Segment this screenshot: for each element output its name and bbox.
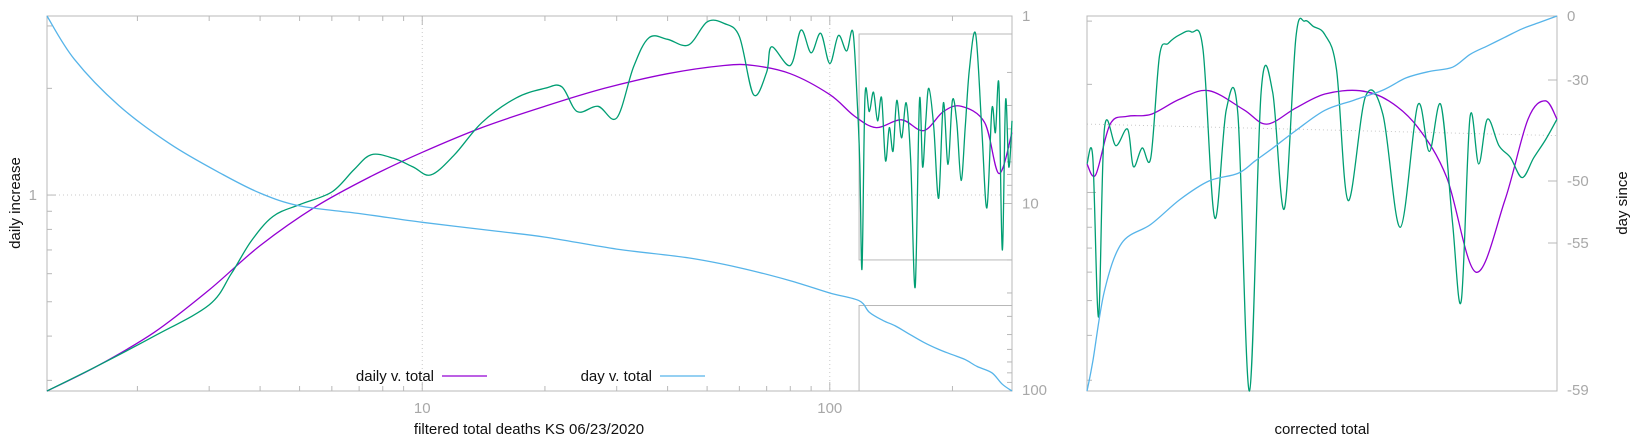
right-y2-tick-label: -55: [1567, 235, 1589, 252]
legend-label-daily: daily v. total: [356, 368, 434, 385]
left-y2-tick-label: 1: [1022, 8, 1030, 25]
right-grid: [1086, 123, 1558, 137]
left-grid: [47, 16, 1012, 391]
right-y2-axis-label: day since: [1614, 171, 1631, 234]
left-y2-tick-label: 100: [1022, 382, 1047, 399]
right-x-axis-label: corrected total: [1274, 421, 1369, 438]
right-series: [1086, 15, 1558, 392]
legend-label-day: day v. total: [581, 368, 652, 385]
left-y2-tick-label: 10: [1022, 196, 1039, 213]
right-plot-frame: [1086, 15, 1558, 392]
right-series-line-1: [1086, 17, 1558, 392]
right-y2-tick-label: 0: [1567, 8, 1575, 25]
left-x-tick-label: 10: [414, 400, 431, 417]
right-gridline: [1086, 123, 1558, 137]
left-plot-frame: [46, 15, 1013, 392]
left-series-line-0: [46, 63, 1013, 392]
left-series: [46, 15, 1013, 392]
right-ticks: 0 -30 -50 -55 -59: [1087, 8, 1589, 399]
right-y2-tick-label: -30: [1567, 72, 1589, 89]
inset-box-lower: [858, 305, 1013, 392]
left-series-line-1: [46, 19, 1013, 392]
legend: daily v. total day v. total: [356, 368, 705, 385]
right-series-line-0: [1086, 89, 1558, 273]
left-y-axis-label: daily increase: [7, 157, 24, 249]
right-y2-tick-label: -50: [1567, 173, 1589, 190]
left-y-tick-label: 1: [29, 187, 37, 204]
left-series-line-2: [46, 15, 1013, 392]
right-series-line-2: [1086, 15, 1558, 392]
left-x-axis-label: filtered total deaths KS 06/23/2020: [414, 421, 644, 438]
right-y2-tick-label: -59: [1567, 382, 1589, 399]
left-x-tick-label: 100: [817, 400, 842, 417]
left-ticks: 10 100 1 1 10 100: [29, 8, 1047, 417]
